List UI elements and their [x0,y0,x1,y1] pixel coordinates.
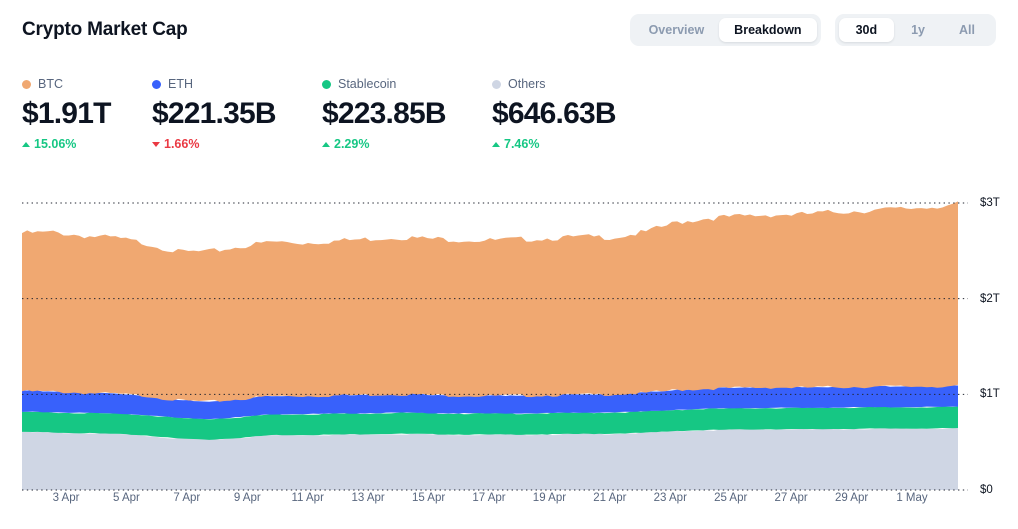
stat-change-value-stablecoin: 2.29% [334,137,370,152]
y-axis-label: $2T [980,292,1000,305]
range-all[interactable]: All [942,18,992,43]
y-axis-labels: $0 $1T $2T $3T [980,186,1018,506]
market-cap-stacked-area-chart[interactable]: $0 $1T $2T $3T 3 Apr 5 Apr 7 Apr 9 Apr 11 Apr 13… [0,186,1018,529]
stat-value-btc: $1.91T [22,97,111,130]
area-band-btc [22,201,958,402]
y-axis-label: $3T [980,197,1000,209]
stat-change-value-eth: 1.66% [164,137,200,152]
chart-controls: Overview Breakdown 30d 1y All [629,13,996,47]
x-axis-label: 19 Apr [532,492,567,504]
stat-card-btc[interactable]: BTC $1.91T 15.06% [22,76,152,151]
x-axis-labels: 3 Apr 5 Apr 7 Apr 9 Apr 11 Apr 13 Apr 15 Apr 17… [0,492,1018,522]
caret-down-icon [152,141,160,147]
area-band-others [22,427,958,490]
y-axis-label: $1T [980,388,1000,401]
legend-dot-others [492,79,501,89]
stat-change-eth: 1.66% [152,137,322,151]
x-axis-label: 9 Apr [233,492,261,504]
x-axis-label: 13 Apr [351,492,385,504]
x-axis-label: 27 Apr [774,492,808,504]
stat-change-value-others: 7.46% [504,137,540,152]
stat-label-btc: BTC [38,77,63,91]
stat-card-stablecoin[interactable]: Stablecoin $223.85B 2.29% [322,76,492,151]
stat-change-stablecoin: 2.29% [322,137,492,151]
caret-up-icon [22,141,30,147]
widget-header: Crypto Market Cap Overview Breakdown 30d… [0,0,1018,60]
page-title: Crypto Market Cap [22,19,188,40]
stat-label-others: Others [508,77,546,91]
area-band-eth [22,385,958,420]
stat-value-eth: $221.35B [152,97,277,130]
x-axis-label: 1 May [896,492,928,504]
x-axis-label: 11 Apr [291,492,324,504]
legend-dot-eth [152,79,161,89]
stat-value-others: $646.63B [492,97,617,130]
tab-overview[interactable]: Overview [634,18,720,43]
caret-up-icon [492,141,500,147]
x-axis-label: 21 Apr [593,492,627,504]
x-axis-label: 5 Apr [112,492,140,504]
legend-dot-btc [22,79,31,89]
stat-card-eth[interactable]: ETH $221.35B 1.66% [152,76,322,151]
range-1y[interactable]: 1y [894,18,942,43]
stat-header-eth: ETH [152,76,322,92]
stat-card-others[interactable]: Others $646.63B 7.46% [492,76,662,151]
view-mode-segmented-control: Overview Breakdown [629,13,821,47]
x-axis-label: 17 Apr [472,492,506,504]
time-range-segmented-control: 30d 1y All [834,13,996,47]
y-axis-label: $0 [980,484,993,496]
x-axis-label: 3 Apr [52,492,80,504]
stat-header-btc: BTC [22,76,152,92]
stat-label-eth: ETH [168,77,193,91]
range-30d[interactable]: 30d [838,17,895,43]
stats-legend-row: BTC $1.91T 15.06% ETH $221.35B 1.66% Sta… [22,76,662,151]
legend-dot-stablecoin [322,79,331,89]
caret-up-icon [322,141,330,147]
stat-change-value-btc: 15.06% [34,137,77,152]
stat-header-stablecoin: Stablecoin [322,76,492,92]
area-band-stablecoin [22,406,958,440]
stat-header-others: Others [492,76,662,92]
x-axis-label: 25 Apr [714,492,748,504]
x-axis-label: 29 Apr [834,492,869,504]
stat-label-stablecoin: Stablecoin [338,77,397,91]
stat-change-btc: 15.06% [22,137,152,151]
x-axis-label: 15 Apr [411,492,446,504]
stat-value-stablecoin: $223.85B [322,97,447,130]
stat-change-others: 7.46% [492,137,662,151]
chart-canvas[interactable] [0,186,1018,529]
tab-breakdown[interactable]: Breakdown [719,17,817,43]
x-axis-label: 23 Apr [653,492,687,504]
x-axis-label: 7 Apr [173,492,201,504]
